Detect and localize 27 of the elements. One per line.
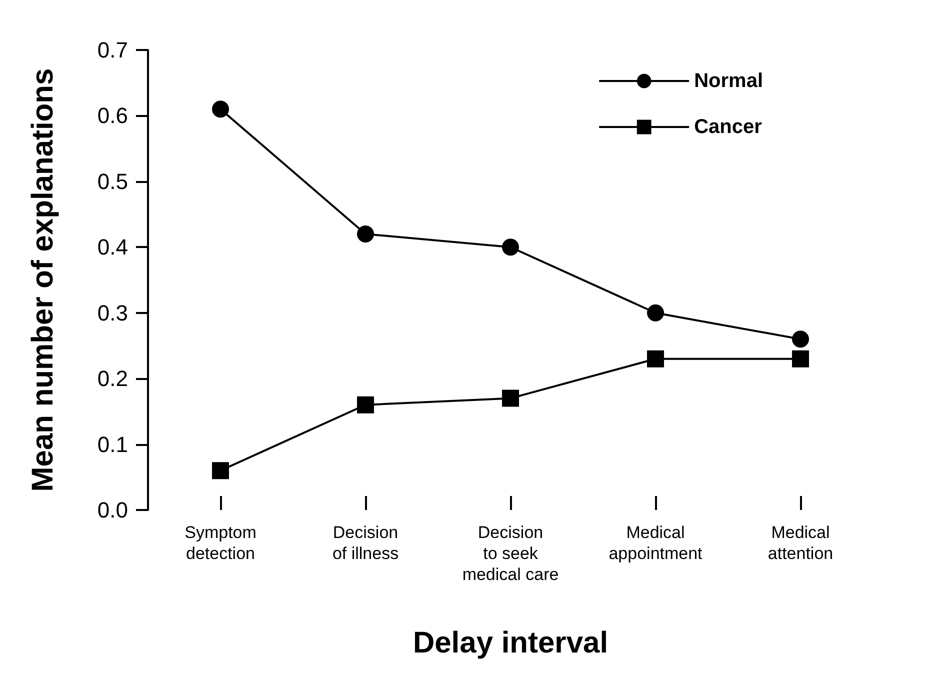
x-tick-label: Decision to seek medical care: [462, 523, 559, 584]
y-tick-label: 0.7: [97, 38, 128, 62]
point: [212, 100, 229, 118]
point: [502, 238, 519, 256]
point: [502, 390, 519, 407]
point: [792, 350, 809, 368]
y-tick-label: 0.5: [97, 168, 128, 194]
y-tick-label: 0.3: [97, 300, 128, 326]
y-tick-label: 0.1: [97, 432, 128, 457]
point: [212, 462, 229, 480]
y-tick-label: 0.4: [97, 234, 128, 260]
point: [357, 226, 374, 242]
point: [647, 350, 664, 368]
x-tick-label: Medical appointment: [608, 523, 703, 563]
x-axis-title: Delay interval: [412, 626, 608, 660]
point: [792, 330, 809, 348]
y-tick-label: 0.0: [97, 498, 128, 522]
point: [647, 304, 664, 322]
y-tick-label: 0.6: [97, 103, 128, 128]
x-tick-label: Medical attention: [768, 523, 834, 563]
legend-label: Cancer: [694, 116, 762, 138]
y-axis-title: Mean number of explanations: [26, 68, 60, 492]
x-tick-label: Symptom detection: [184, 523, 256, 563]
legend-label: Normal: [694, 70, 763, 92]
point: [357, 396, 374, 414]
y-tick-label: 0.2: [97, 366, 128, 392]
x-tick-label: Decision of illness: [332, 523, 399, 563]
